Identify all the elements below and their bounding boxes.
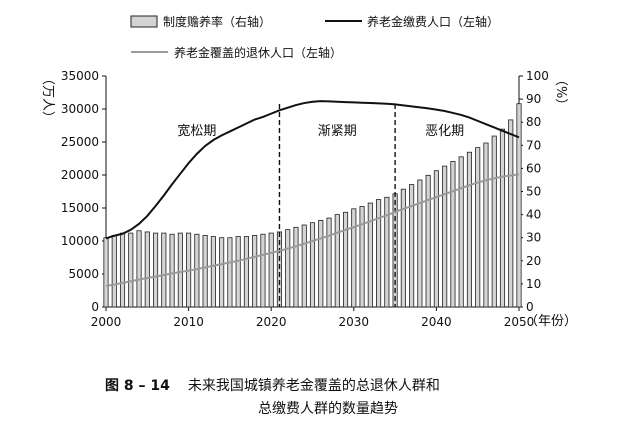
bar — [210, 236, 216, 308]
right-tick-label: 80 — [526, 115, 541, 129]
retiree-line — [105, 173, 520, 287]
right-tick-label: 10 — [526, 277, 541, 291]
x-tick-label: 2030 — [339, 315, 370, 329]
bar — [202, 234, 208, 308]
x-tick-label: 2000 — [91, 315, 122, 329]
period-label: 渐紧期 — [318, 124, 357, 139]
left-tick-label: 0 — [91, 300, 99, 314]
caption-line-1: 图 8 – 14 未来我国城镇养老金覆盖的总退休人群和 — [105, 375, 640, 395]
bar — [376, 199, 382, 308]
bar — [326, 217, 332, 308]
bar — [466, 151, 472, 308]
legend-swatch-bar — [130, 15, 158, 28]
caption-line-2: 总缴费人群的数量趋势 — [258, 398, 640, 418]
left-tick-label: 5000 — [68, 267, 99, 281]
bar — [260, 233, 266, 308]
bar — [136, 230, 142, 308]
figure-number: 图 8 – 14 — [105, 378, 170, 394]
x-tick-label: 2010 — [173, 315, 204, 329]
bar — [450, 161, 456, 308]
bar — [384, 196, 390, 308]
right-tick-label: 90 — [526, 92, 541, 106]
x-axis-unit: （年份） — [525, 314, 577, 329]
right-tick-label: 100 — [526, 69, 549, 83]
bar — [309, 222, 316, 308]
left-tick-label: 25000 — [61, 135, 99, 149]
bar — [153, 232, 159, 308]
left-tick-label: 20000 — [61, 168, 99, 182]
bar — [219, 237, 225, 308]
right-tick-label: 70 — [526, 138, 541, 152]
right-axis-label: （%） — [553, 73, 568, 111]
bar — [417, 179, 423, 308]
right-tick-label: 20 — [526, 254, 541, 268]
left-tick-label: 35000 — [61, 69, 99, 83]
lines — [105, 100, 520, 287]
x-ticks: 2000 2010 2020 2030 2040 2050 — [91, 307, 535, 329]
bar — [409, 184, 415, 308]
chart: 制度赡养率（右轴） 养老金缴费人口（左轴） 养老金覆盖的退休人口（左轴） （万人… — [40, 14, 577, 329]
bar — [144, 231, 150, 308]
x-tick-label: 2040 — [421, 315, 452, 329]
legend: 制度赡养率（右轴） 养老金缴费人口（左轴） 养老金覆盖的退休人口（左轴） — [130, 14, 499, 60]
right-tick-label: 0 — [526, 300, 534, 314]
left-tick-label: 30000 — [61, 102, 99, 116]
caption-title-2: 总缴费人群的数量趋势 — [258, 401, 398, 417]
x-tick-label: 2050 — [504, 315, 535, 329]
left-tick-label: 10000 — [61, 234, 99, 248]
legend-label-contributors: 养老金缴费人口（左轴） — [367, 14, 499, 29]
legend-label-bar: 制度赡养率（右轴） — [163, 14, 271, 29]
contributor-line — [105, 100, 520, 240]
dividers — [278, 104, 396, 307]
period-labels: 宽松期 渐紧期 恶化期 — [177, 123, 464, 139]
bar — [491, 135, 497, 308]
right-tick-label: 40 — [526, 208, 541, 222]
left-axis-label: （万人） — [40, 72, 55, 124]
bar — [285, 229, 291, 308]
legend-label-retirees: 养老金覆盖的退休人口（左轴） — [174, 45, 342, 60]
bar — [475, 147, 481, 308]
right-ticks: 0 10 20 30 40 50 60 70 80 90 100 — [519, 69, 549, 314]
bar — [301, 224, 307, 308]
bar — [128, 232, 134, 308]
period-label: 恶化期 — [425, 124, 464, 139]
left-ticks: 0 5000 10000 15000 20000 25000 30000 35000 — [61, 69, 106, 314]
bar — [119, 232, 126, 308]
bar — [177, 232, 183, 308]
bar — [268, 232, 274, 308]
bar — [442, 165, 448, 308]
bar — [111, 234, 117, 308]
left-tick-label: 15000 — [61, 201, 99, 215]
period-label: 宽松期 — [177, 123, 216, 139]
bar — [342, 211, 349, 308]
bar — [351, 208, 357, 308]
bar — [227, 237, 233, 308]
bar — [161, 232, 167, 308]
bar — [243, 236, 249, 308]
bar — [359, 206, 365, 308]
bar — [293, 226, 299, 308]
bar — [235, 236, 241, 308]
bar — [318, 219, 324, 308]
x-tick-label: 2020 — [256, 315, 287, 329]
bar — [433, 170, 439, 308]
bar — [194, 233, 200, 308]
bar — [516, 103, 522, 308]
bar — [400, 188, 406, 308]
right-tick-label: 30 — [526, 231, 541, 245]
right-tick-label: 60 — [526, 161, 541, 175]
bar — [334, 214, 340, 308]
bar — [169, 233, 175, 308]
bar — [499, 128, 506, 308]
caption-title-1: 未来我国城镇养老金覆盖的总退休人群和 — [187, 378, 440, 394]
right-tick-label: 50 — [526, 185, 541, 199]
bar — [103, 237, 109, 308]
bar — [458, 156, 464, 308]
bar — [483, 142, 489, 308]
bar — [252, 234, 258, 308]
bars — [103, 103, 522, 308]
bar — [425, 174, 431, 308]
bar — [367, 202, 373, 308]
bar — [508, 119, 514, 308]
